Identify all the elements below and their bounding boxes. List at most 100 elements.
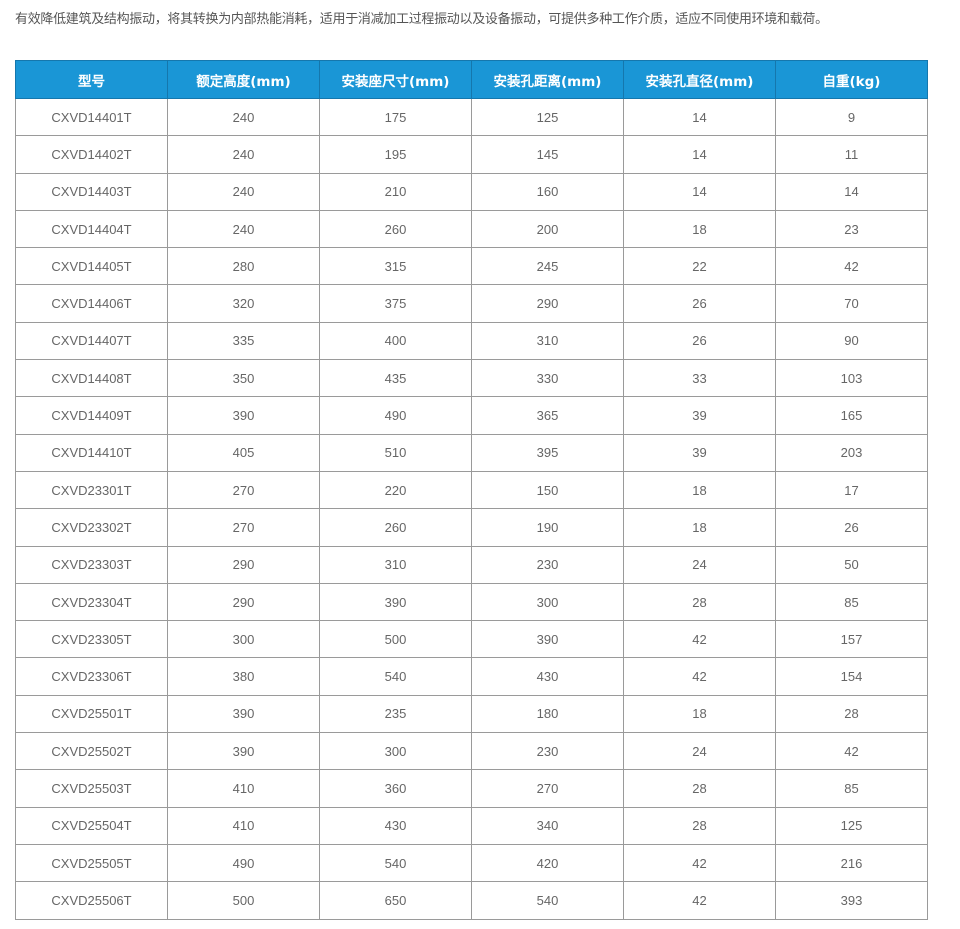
table-cell: CXVD14410T: [15, 433, 168, 472]
table-cell: 175: [319, 97, 472, 137]
table-cell: 290: [471, 284, 624, 323]
table-cell: 310: [471, 321, 624, 361]
table-cell: 390: [167, 396, 320, 435]
table-cell: 360: [319, 769, 472, 808]
table-cell: 490: [319, 396, 472, 435]
table-cell: CXVD23303T: [15, 545, 168, 584]
table-cell: 195: [319, 135, 472, 174]
table-cell: 203: [775, 433, 928, 472]
table-cell: CXVD14408T: [15, 359, 168, 398]
table-cell: 365: [471, 396, 624, 435]
table-cell: 435: [319, 359, 472, 398]
table-cell: 70: [775, 284, 928, 323]
table-cell: 410: [167, 769, 320, 808]
table-cell: CXVD23305T: [15, 620, 168, 659]
table-cell: 315: [319, 247, 472, 286]
table-cell: 490: [167, 843, 320, 883]
table-row: CXVD23304T 290 390 300 28 85: [15, 582, 928, 622]
table-cell: 310: [319, 545, 472, 584]
table-cell: CXVD23304T: [15, 582, 168, 622]
table-cell: 300: [471, 582, 624, 622]
table-cell: 42: [775, 247, 928, 286]
table-cell: CXVD25505T: [15, 843, 168, 883]
table-cell: 330: [471, 359, 624, 398]
table-cell: 85: [775, 769, 928, 808]
table-cell: 33: [623, 359, 776, 398]
table-cell: 390: [167, 694, 320, 734]
table-cell: 500: [319, 620, 472, 659]
table-row: CXVD23302T 270 260 190 18 26: [15, 508, 928, 547]
table-cell: 400: [319, 321, 472, 361]
table-cell: 42: [623, 843, 776, 883]
table-cell: 375: [319, 284, 472, 323]
table-row: CXVD23305T 300 500 390 42 157: [15, 620, 928, 659]
table-row: CXVD23301T 270 220 150 18 17: [15, 470, 928, 510]
table-cell: 42: [775, 732, 928, 771]
table-cell: 260: [319, 209, 472, 249]
table-cell: 23: [775, 209, 928, 249]
table-cell: CXVD25503T: [15, 769, 168, 808]
table-cell: 180: [471, 694, 624, 734]
table-row: CXVD14409T 390 490 365 39 165: [15, 396, 928, 435]
table-cell: 540: [319, 843, 472, 883]
table-cell: 200: [471, 209, 624, 249]
table-cell: CXVD25502T: [15, 732, 168, 771]
column-header: 自重(kg): [775, 60, 928, 99]
table-cell: 270: [167, 470, 320, 510]
table-cell: 42: [623, 620, 776, 659]
table-cell: 540: [471, 881, 624, 920]
table-cell: 270: [471, 769, 624, 808]
spec-table: 型号 额定高度(mm) 安装座尺寸(mm) 安装孔距离(mm) 安装孔直径(mm) 自重(…: [15, 60, 928, 920]
column-header: 额定高度(mm): [167, 60, 320, 99]
table-cell: 11: [775, 135, 928, 174]
table-row: CXVD14407T 335 400 310 26 90: [15, 321, 928, 361]
table-cell: 39: [623, 433, 776, 472]
table-cell: 26: [623, 284, 776, 323]
table-row: CXVD25504T 410 430 340 28 125: [15, 806, 928, 845]
table-cell: CXVD14404T: [15, 209, 168, 249]
table-cell: 145: [471, 135, 624, 174]
table-cell: 210: [319, 172, 472, 211]
table-cell: 125: [775, 806, 928, 845]
table-cell: 650: [319, 881, 472, 920]
table-cell: 14: [623, 135, 776, 174]
intro-text: 有效降低建筑及结构振动，将其转换为内部热能消耗，适用于消减加工过程振动以及设备振…: [15, 12, 828, 27]
table-row: CXVD25506T 500 650 540 42 393: [15, 881, 928, 920]
table-cell: 90: [775, 321, 928, 361]
table-cell: 18: [623, 694, 776, 734]
table-cell: 430: [319, 806, 472, 845]
table-cell: 260: [319, 508, 472, 547]
table-cell: 17: [775, 470, 928, 510]
table-cell: 18: [623, 470, 776, 510]
table-cell: 26: [623, 321, 776, 361]
table-cell: 190: [471, 508, 624, 547]
table-cell: 410: [167, 806, 320, 845]
table-row: CXVD14405T 280 315 245 22 42: [15, 247, 928, 286]
table-cell: 103: [775, 359, 928, 398]
column-header: 安装孔直径(mm): [623, 60, 776, 99]
table-cell: 26: [775, 508, 928, 547]
table-cell: 390: [471, 620, 624, 659]
table-cell: CXVD14405T: [15, 247, 168, 286]
table-cell: 150: [471, 470, 624, 510]
table-cell: 430: [471, 657, 624, 696]
table-cell: 230: [471, 545, 624, 584]
table-cell: 18: [623, 508, 776, 547]
table-cell: CXVD14401T: [15, 97, 168, 137]
table-cell: 24: [623, 545, 776, 584]
table-row: CXVD14401T 240 175 125 14 9: [15, 97, 928, 137]
table-row: CXVD14408T 350 435 330 33 103: [15, 359, 928, 398]
table-cell: CXVD14407T: [15, 321, 168, 361]
table-cell: CXVD14402T: [15, 135, 168, 174]
table-cell: 28: [623, 806, 776, 845]
table-cell: 300: [319, 732, 472, 771]
table-cell: 335: [167, 321, 320, 361]
table-cell: 24: [623, 732, 776, 771]
table-cell: 393: [775, 881, 928, 920]
table-cell: CXVD14403T: [15, 172, 168, 211]
table-cell: 340: [471, 806, 624, 845]
table-cell: 420: [471, 843, 624, 883]
table-cell: 18: [623, 209, 776, 249]
table-cell: CXVD25501T: [15, 694, 168, 734]
table-row: CXVD23306T 380 540 430 42 154: [15, 657, 928, 696]
